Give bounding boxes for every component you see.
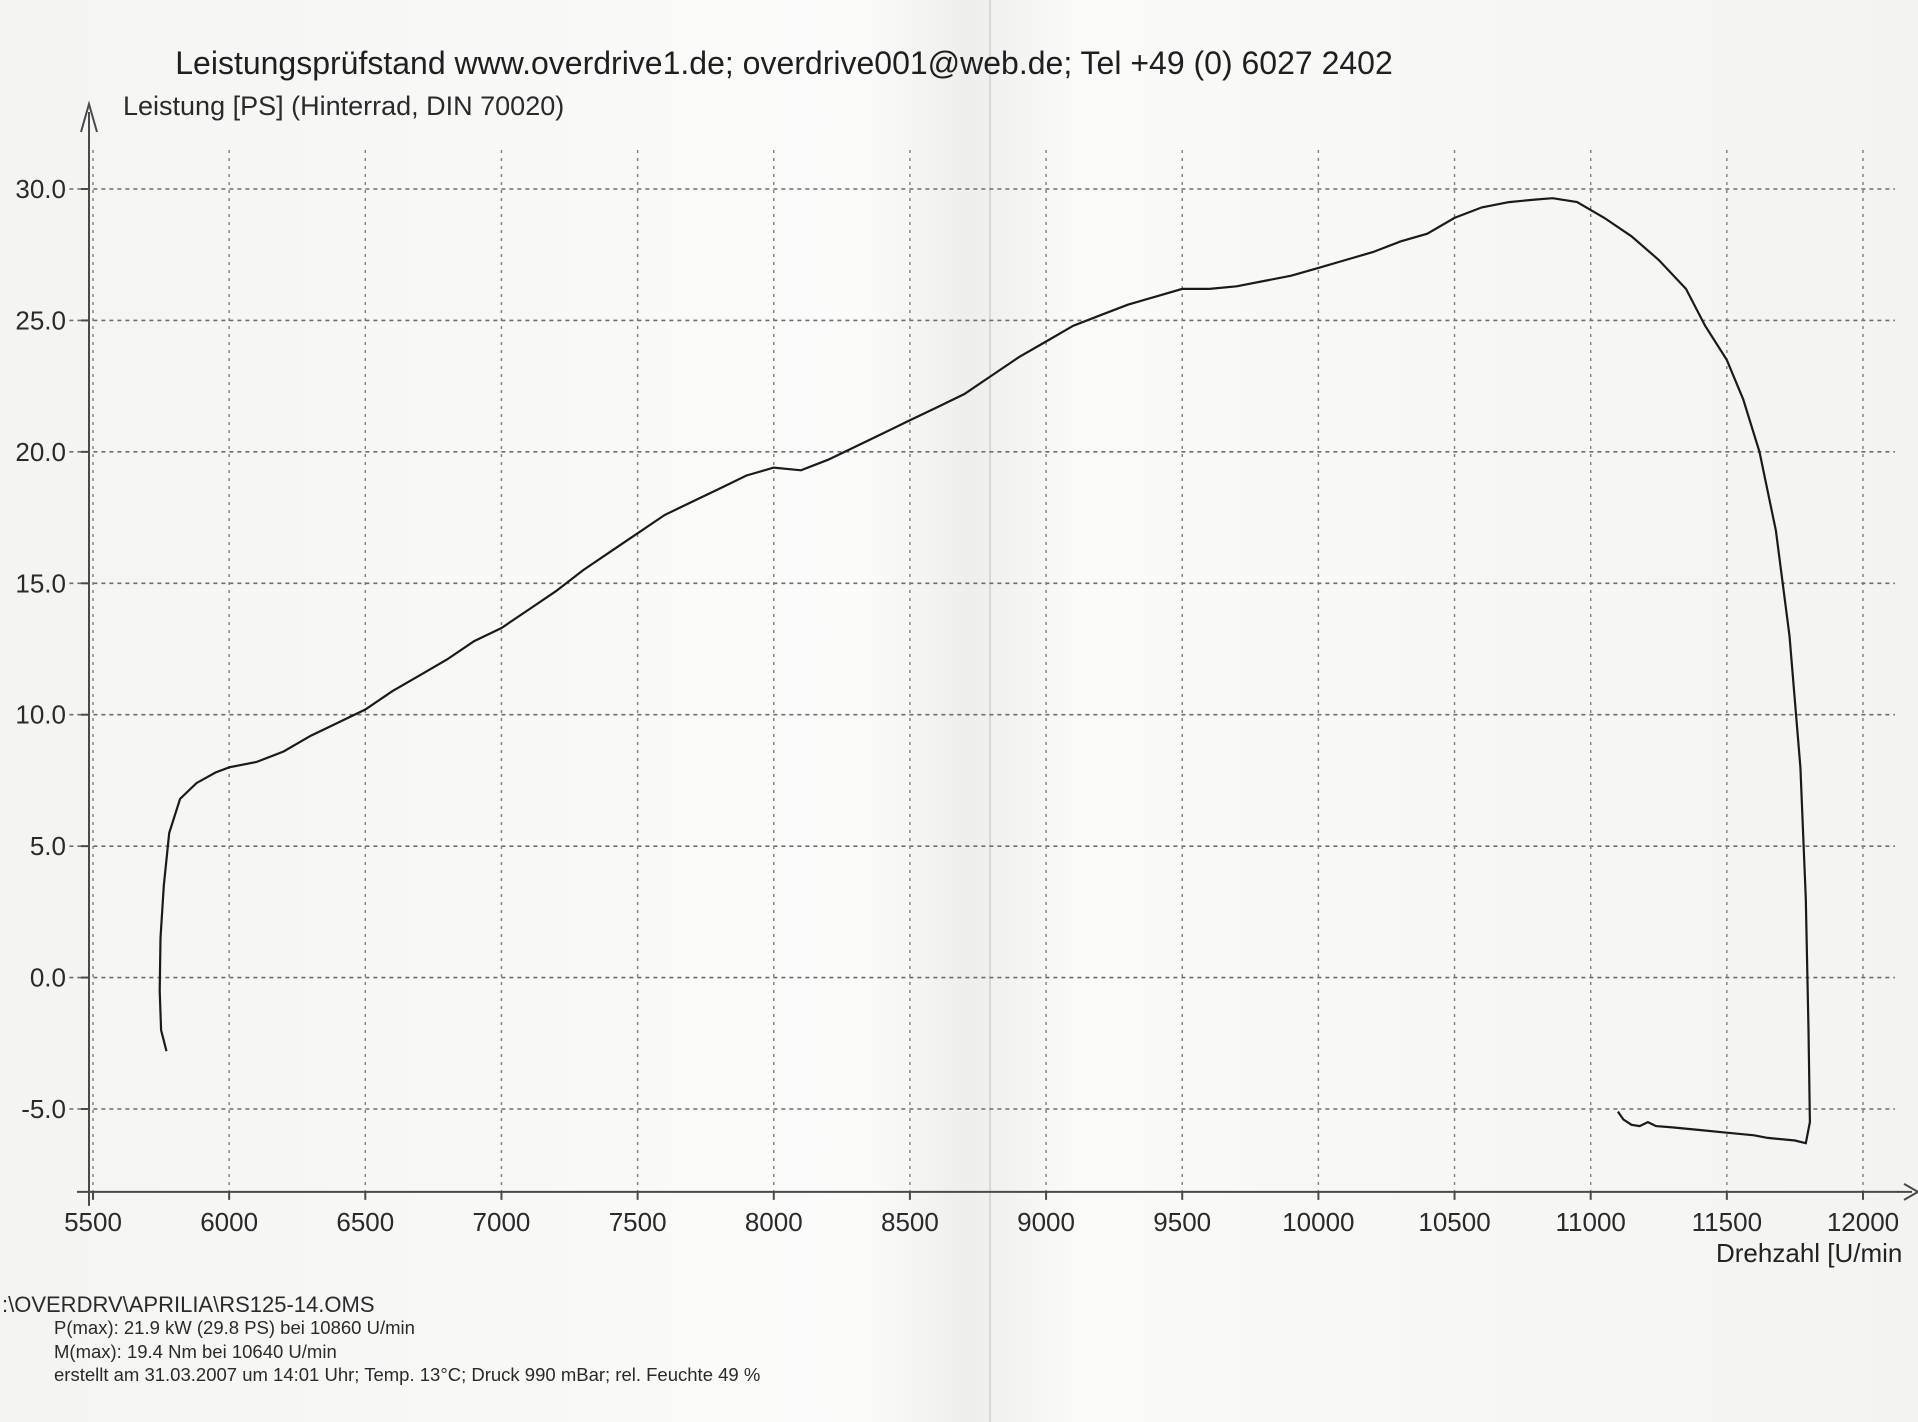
x-tick-label: 10000 — [1282, 1207, 1354, 1237]
file-path: :\OVERDRV\APRILIA\RS125-14.OMS — [2, 1292, 375, 1317]
y-tick-label: 30.0 — [15, 174, 66, 204]
x-tick-label: 5500 — [64, 1207, 122, 1237]
x-tick-label: 8000 — [745, 1207, 803, 1237]
y-tick-label: 0.0 — [30, 963, 66, 993]
x-tick-label: 6000 — [200, 1207, 258, 1237]
x-tick-label: 7500 — [609, 1207, 667, 1237]
y-tick-label: 15.0 — [15, 568, 66, 598]
x-tick-label: 10500 — [1418, 1207, 1490, 1237]
y-tick-label: -5.0 — [21, 1094, 66, 1124]
x-tick-label: 11500 — [1692, 1207, 1762, 1237]
x-tick-label: 7000 — [473, 1207, 531, 1237]
mmax-line: M(max): 19.4 Nm bei 10640 U/min — [54, 1341, 337, 1362]
grid — [69, 150, 1895, 1198]
x-tick-label: 11000 — [1556, 1207, 1626, 1237]
x-tick-label: 8500 — [881, 1207, 939, 1237]
axes — [77, 100, 1918, 1206]
x-tick-label: 9500 — [1153, 1207, 1211, 1237]
y-axis-label: Leistung [PS] (Hinterrad, DIN 70020) — [123, 91, 564, 121]
chart-title: Leistungsprüfstand www.overdrive1.de; ov… — [175, 45, 1393, 81]
y-tick-labels: -5.0 0.0 5.0 10.0 15.0 20.0 25.0 30.0 — [15, 174, 89, 1124]
y-tick-label: 5.0 — [30, 831, 66, 861]
pmax-line: P(max): 21.9 kW (29.8 PS) bei 10860 U/mi… — [54, 1317, 415, 1338]
x-axis-label: Drehzahl [U/min — [1716, 1238, 1902, 1268]
power-curve — [158, 197, 1812, 1145]
x-tick-label: 6500 — [336, 1207, 394, 1237]
created-line: erstellt am 31.03.2007 um 14:01 Uhr; Tem… — [54, 1364, 760, 1385]
x-tick-label: 9000 — [1017, 1207, 1075, 1237]
y-tick-label: 10.0 — [15, 700, 66, 730]
x-tick-labels: 5500 6000 6500 7000 7500 8000 8500 9000 9500 1000… — [64, 1191, 1899, 1237]
y-tick-label: 20.0 — [15, 437, 66, 467]
series-layer — [158, 197, 1812, 1145]
y-tick-label: 25.0 — [15, 305, 66, 335]
x-tick-label: 12000 — [1827, 1207, 1899, 1237]
arrow-up-icon — [80, 100, 98, 133]
arrow-right-icon — [1903, 1182, 1918, 1201]
